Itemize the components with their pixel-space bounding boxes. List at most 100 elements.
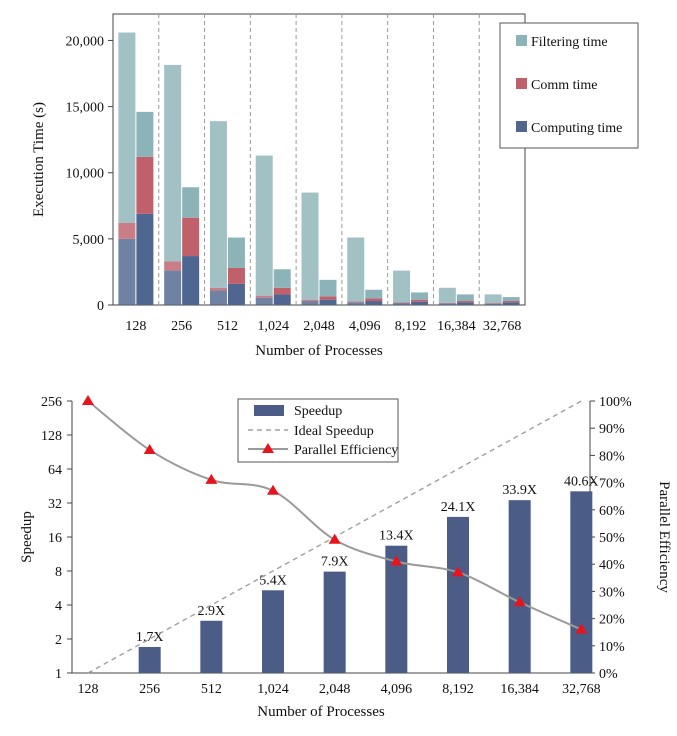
bar-segment-right <box>502 301 520 303</box>
bar-segment-right <box>411 292 429 300</box>
x-tick-label: 128 <box>78 682 99 697</box>
speedup-data-label: 1.7X <box>136 630 164 645</box>
y2-tick-label: 90% <box>599 422 625 437</box>
bar-segment-right <box>502 297 520 302</box>
speedup-bar <box>570 491 593 673</box>
bar-segment-right <box>136 111 154 157</box>
bar-segment-left <box>301 192 319 300</box>
x-tick-label: 256 <box>139 682 160 697</box>
speedup-data-label: 7.9X <box>321 555 349 570</box>
bar-segment-right <box>319 299 337 305</box>
x-tick-label: 2,048 <box>319 682 351 697</box>
y-tick-label: 15,000 <box>66 101 105 116</box>
bar-segment-left <box>301 299 319 302</box>
bar-segment-left <box>255 295 273 298</box>
bar-segment-left <box>484 294 502 304</box>
y-axis-title: Execution Time (s) <box>31 102 47 217</box>
y-tick-label: 5,000 <box>73 233 105 248</box>
bar-segment-left <box>484 303 502 304</box>
efficiency-marker <box>82 395 94 405</box>
bar-segment-right <box>319 296 337 300</box>
bar-segment-right <box>411 299 429 302</box>
bar-segment-right <box>273 294 291 305</box>
speedup-bar <box>323 571 346 673</box>
speedup-bar <box>447 516 469 673</box>
bar-segment-right <box>182 187 200 218</box>
bar-segment-right <box>182 217 200 257</box>
legend-label: Speedup <box>294 404 342 419</box>
bar-segment-left <box>393 270 411 303</box>
bar-segment-right <box>182 256 200 305</box>
x-tick-label: 32,768 <box>483 319 522 334</box>
bar-segment-left <box>118 32 136 223</box>
efficiency-marker <box>267 484 279 495</box>
bar-segment-right <box>456 301 474 303</box>
speedup-bar <box>508 500 531 673</box>
y-tick-label: 4 <box>55 599 62 614</box>
bar-segment-right <box>227 237 245 268</box>
y-tick-label: 8 <box>55 565 62 580</box>
x-axis-title: Number of Processes <box>257 704 385 720</box>
bar-segment-left <box>118 238 136 305</box>
bar-segment-left <box>209 287 227 291</box>
bar-segment-right <box>136 156 154 214</box>
bar-segment-right <box>273 269 291 288</box>
y2-tick-label: 70% <box>599 477 625 492</box>
x-axis-title: Number of Processes <box>255 343 383 359</box>
speedup-data-label: 13.4X <box>379 529 414 544</box>
bar-segment-right <box>502 302 520 305</box>
bar-segment-left <box>209 290 227 305</box>
bar-segment-left <box>255 297 273 305</box>
speedup-data-label: 33.9X <box>502 483 537 498</box>
x-tick-label: 4,096 <box>349 319 381 334</box>
bar-segment-left <box>164 64 182 262</box>
legend-swatch-speedup <box>254 405 284 416</box>
x-tick-label: 128 <box>125 319 146 334</box>
y-tick-label: 64 <box>48 463 62 478</box>
y-tick-label: 20,000 <box>66 34 105 49</box>
y-axis-title: Speedup <box>19 511 35 563</box>
x-tick-label: 512 <box>217 319 238 334</box>
bar-segment-right <box>227 267 245 284</box>
legend-label: Filtering time <box>531 35 608 50</box>
efficiency-marker <box>328 533 341 544</box>
y2-tick-label: 60% <box>599 504 625 519</box>
legend-label: Ideal Speedup <box>294 424 374 439</box>
x-tick-label: 1,024 <box>257 682 289 697</box>
x-tick-label: 32,768 <box>562 682 601 697</box>
bar-segment-right <box>365 301 383 305</box>
bar-segment-left <box>164 261 182 271</box>
y2-tick-label: 0% <box>599 667 618 682</box>
y2-tick-label: 30% <box>599 585 625 600</box>
legend-swatch <box>516 78 527 89</box>
speedup-data-label: 5.4X <box>259 573 287 588</box>
speedup-bar <box>200 620 223 673</box>
y-tick-label: 0 <box>97 299 104 314</box>
y2-tick-label: 20% <box>599 613 625 628</box>
legend-marker-efficiency <box>262 443 274 453</box>
efficiency-marker <box>205 473 218 484</box>
y2-tick-label: 40% <box>599 558 625 573</box>
bar-segment-left <box>209 121 227 288</box>
legend-swatch <box>516 35 527 46</box>
bar-segment-left <box>438 287 456 303</box>
speedup-data-label: 24.1X <box>441 500 476 515</box>
x-tick-label: 256 <box>171 319 192 334</box>
bar-segment-left <box>393 302 411 304</box>
bar-segment-left <box>255 155 273 296</box>
efficiency-marker <box>575 623 588 634</box>
x-tick-label: 4,096 <box>381 682 413 697</box>
y-tick-label: 10,000 <box>66 167 105 182</box>
bar-segment-left <box>347 301 365 303</box>
bar-segment-right <box>319 279 337 297</box>
bar-segment-left <box>301 301 319 305</box>
bar-segment-left <box>164 270 182 305</box>
x-tick-label: 512 <box>201 682 222 697</box>
bar-segment-right <box>456 294 474 302</box>
y-tick-label: 32 <box>48 497 62 512</box>
speedup-bar <box>138 646 161 673</box>
bar-segment-right <box>365 298 383 302</box>
y-tick-label: 256 <box>41 395 62 410</box>
bar-segment-right <box>365 289 383 299</box>
